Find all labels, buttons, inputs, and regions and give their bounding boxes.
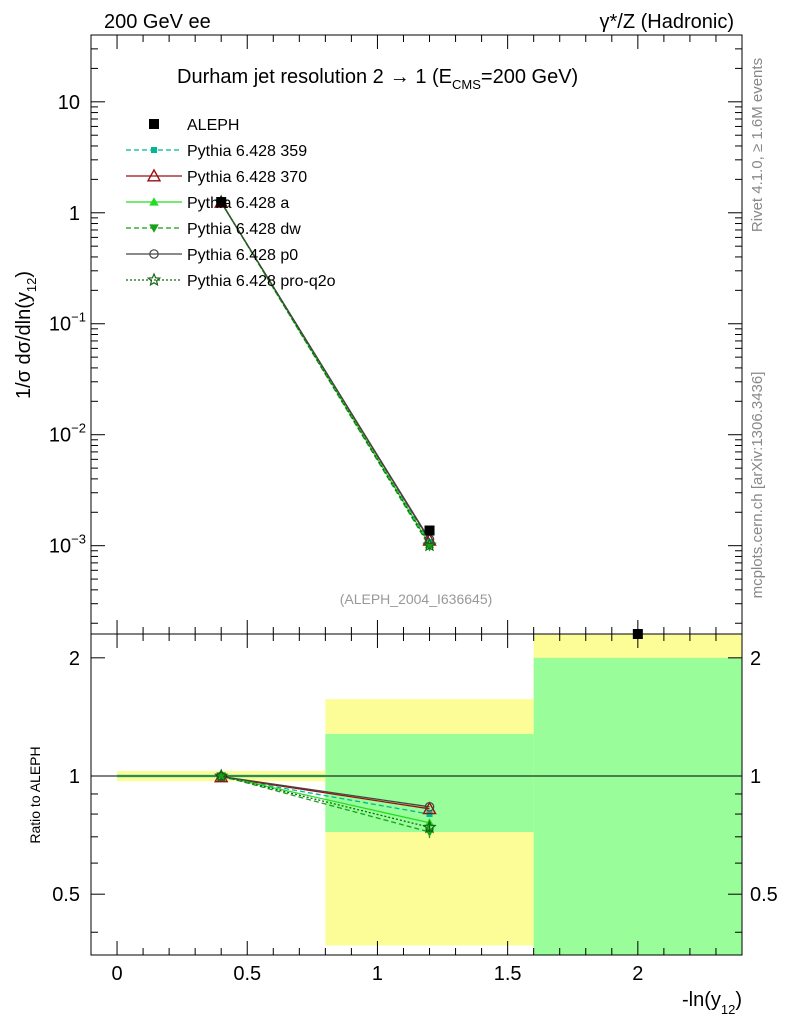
ratio-point-1-1 (422, 801, 437, 815)
series-lines (220, 201, 431, 833)
ratio-point-4-0 (216, 771, 226, 782)
ratio-point-5-1 (422, 819, 437, 834)
legend-label-4: Pythia 6.428 dw (187, 221, 301, 238)
header-left: 200 GeV ee (104, 11, 211, 33)
aleph-point-2 (632, 629, 643, 639)
title-tail: =200 GeV) (481, 66, 578, 88)
analysis-watermark: (ALEPH_2004_I636645) (340, 591, 493, 607)
legend-marker-0 (149, 119, 159, 129)
legend: ALEPH Pythia 6.428 359 Pythia 6.428 370 Pyt… (126, 117, 336, 290)
legend-label-5: Pythia 6.428 p0 (187, 247, 298, 264)
y-tick-label: 10 (58, 92, 80, 114)
xlabel-post: ) (735, 989, 742, 1011)
ylabel-post: ) (13, 271, 35, 278)
y-tick-base: 10 (49, 314, 71, 336)
chart-title: Durham jet resolution 2 → 1 (ECMS=200 GeV… (177, 66, 578, 92)
ratio-tick-label-right: 0.5 (750, 884, 778, 906)
band-green-1 (325, 733, 534, 833)
xlabel-pre: -ln(y (682, 989, 721, 1011)
ratio-tick-label-right: 2 (750, 648, 761, 670)
legend-label-0: ALEPH (187, 117, 239, 134)
legend-marker-1 (151, 147, 157, 153)
legend-marker-3 (149, 197, 159, 206)
y-tick-exp: −1 (71, 310, 86, 325)
x-tick-label: 0 (111, 963, 122, 985)
series-line-4 (220, 202, 431, 540)
title-main: Durham jet resolution 2 (177, 66, 384, 88)
ratio-point-3-0 (216, 772, 226, 781)
legend-marker-5 (149, 249, 159, 259)
x-tick-label: 0.5 (233, 963, 261, 985)
ratio-line-3 (221, 775, 430, 833)
y-tick-exp: −2 (71, 421, 86, 436)
x-axis-label: -ln(y12) (682, 989, 742, 1017)
legend-label-3: Pythia 6.428 a (187, 195, 289, 212)
ratio-panel-frame (90, 633, 743, 956)
legend-marker-2 (146, 168, 162, 182)
axis-ticks (90, 34, 743, 955)
ratio-line-1 (221, 776, 430, 810)
aleph-point-1 (424, 525, 435, 536)
ratio-point-3-1 (424, 828, 435, 837)
side-text-bottom: mcplots.cern.ch [arXiv:1306.3436] (749, 372, 766, 599)
title-rest: 1 (E (410, 66, 452, 88)
side-text-top: Rivet 4.1.0, ≥ 1.6M events (749, 58, 766, 232)
y-tick-base: 10 (58, 92, 80, 114)
ratio-tick-label-right: 1 (750, 766, 761, 788)
series-line-5 (220, 201, 431, 546)
title-sub: CMS (452, 77, 481, 92)
y-tick-exp: −3 (71, 532, 86, 547)
ratio-line-4 (221, 775, 430, 808)
y-axis-label: 1/σ dσ/dln(y12) (13, 271, 39, 399)
y-tick-label: 10−3 (49, 532, 86, 558)
legend-label-1: Pythia 6.428 359 (187, 143, 307, 160)
series-point-5-1 (422, 537, 437, 552)
ratio-point-4-1 (424, 801, 435, 812)
ratio-line-2 (221, 775, 430, 824)
series-markers (214, 194, 643, 839)
legend-label-2: Pythia 6.428 370 (187, 169, 307, 186)
ratio-bands (91, 634, 742, 955)
aleph-point-0 (216, 197, 227, 208)
xlabel-sub: 12 (721, 1002, 735, 1017)
y-tick-label: 1 (69, 203, 80, 225)
ratio-point-5-0 (214, 768, 229, 783)
y-tick-label: 10−2 (49, 421, 86, 447)
legend-marker-4 (149, 224, 159, 233)
band-green-2 (533, 657, 742, 955)
ratio-y-label: Ratio to ALEPH (27, 746, 43, 843)
y-tick-base: 1 (69, 203, 80, 225)
ratio-tick-label: 2 (69, 648, 80, 670)
y-tick-base: 10 (49, 536, 71, 558)
y-tick-base: 10 (49, 425, 71, 447)
legend-label-6: Pythia 6.428 pro-q2o (187, 273, 336, 290)
header-right: γ*/Z (Hadronic) (600, 11, 734, 33)
ratio-tick-label: 1 (69, 766, 80, 788)
y-tick-label: 10−1 (49, 310, 86, 336)
x-tick-label: 1.5 (494, 963, 522, 985)
ratio-tick-label: 0.5 (52, 884, 80, 906)
legend-marker-6 (146, 272, 162, 287)
x-tick-label: 1 (372, 963, 383, 985)
ylabel-pre: 1/σ dσ/dln(y (13, 292, 35, 399)
title-arrow: → (390, 66, 410, 88)
x-tick-label: 2 (632, 963, 643, 985)
ylabel-sub: 12 (24, 278, 39, 292)
